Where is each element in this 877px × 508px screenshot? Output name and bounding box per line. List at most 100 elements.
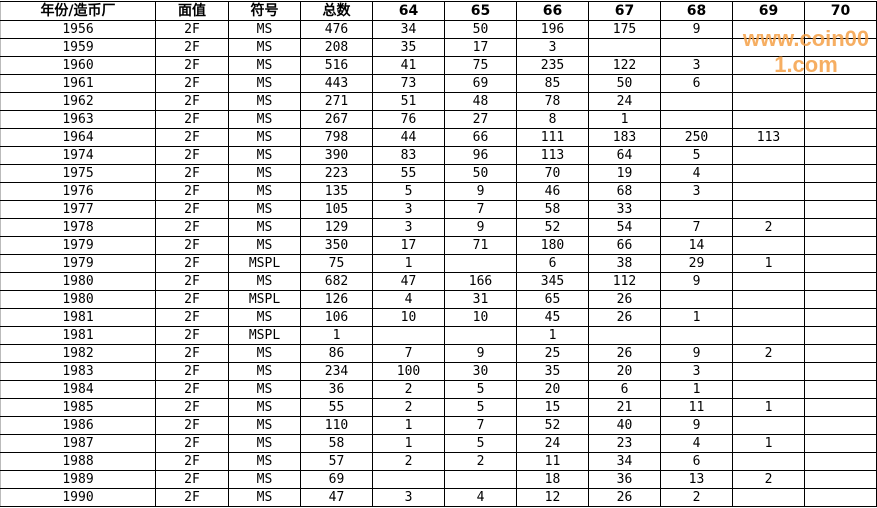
table-cell[interactable]: 57 bbox=[300, 452, 373, 471]
table-cell[interactable]: 10 bbox=[372, 308, 445, 327]
table-cell[interactable]: 2F bbox=[155, 380, 229, 399]
table-cell[interactable]: MS bbox=[228, 344, 301, 363]
table-cell[interactable]: 9 bbox=[660, 20, 733, 39]
table-cell[interactable] bbox=[588, 326, 661, 345]
table-cell[interactable] bbox=[660, 92, 733, 111]
table-cell[interactable]: 1976 bbox=[0, 182, 156, 201]
table-cell[interactable]: 6 bbox=[516, 254, 589, 273]
table-cell[interactable] bbox=[804, 110, 877, 129]
table-cell[interactable]: 9 bbox=[660, 272, 733, 291]
table-cell[interactable]: 1 bbox=[732, 254, 805, 273]
table-cell[interactable]: 5 bbox=[444, 380, 517, 399]
table-cell[interactable]: 64 bbox=[588, 146, 661, 165]
table-cell[interactable]: 52 bbox=[516, 218, 589, 237]
table-cell[interactable]: 350 bbox=[300, 236, 373, 255]
table-cell[interactable]: 50 bbox=[588, 74, 661, 93]
table-cell[interactable]: 1 bbox=[660, 308, 733, 327]
table-cell[interactable] bbox=[732, 146, 805, 165]
table-cell[interactable]: MS bbox=[228, 92, 301, 111]
table-cell[interactable]: 4 bbox=[660, 434, 733, 453]
table-cell[interactable]: 110 bbox=[300, 416, 373, 435]
table-cell[interactable]: 58 bbox=[516, 200, 589, 219]
table-cell[interactable]: 17 bbox=[372, 236, 445, 255]
table-cell[interactable]: 2F bbox=[155, 20, 229, 39]
table-cell[interactable]: 129 bbox=[300, 218, 373, 237]
table-cell[interactable] bbox=[732, 308, 805, 327]
table-cell[interactable]: 2F bbox=[155, 236, 229, 255]
table-cell[interactable] bbox=[804, 308, 877, 327]
table-cell[interactable]: 106 bbox=[300, 308, 373, 327]
table-cell[interactable]: 7 bbox=[660, 218, 733, 237]
table-cell[interactable]: MS bbox=[228, 398, 301, 417]
table-cell[interactable]: 47 bbox=[300, 488, 373, 507]
table-cell[interactable] bbox=[660, 290, 733, 309]
table-cell[interactable]: 83 bbox=[372, 146, 445, 165]
table-cell[interactable]: 44 bbox=[372, 128, 445, 147]
table-cell[interactable]: 112 bbox=[588, 272, 661, 291]
table-cell[interactable]: 7 bbox=[372, 344, 445, 363]
table-cell[interactable]: MS bbox=[228, 272, 301, 291]
table-cell[interactable]: MS bbox=[228, 182, 301, 201]
table-cell[interactable]: 36 bbox=[588, 470, 661, 489]
table-cell[interactable] bbox=[804, 254, 877, 273]
table-cell[interactable]: 24 bbox=[588, 92, 661, 111]
table-cell[interactable]: 250 bbox=[660, 128, 733, 147]
table-cell[interactable]: 2F bbox=[155, 398, 229, 417]
table-cell[interactable]: 2 bbox=[372, 452, 445, 471]
table-cell[interactable]: 9 bbox=[660, 344, 733, 363]
table-cell[interactable]: 113 bbox=[732, 128, 805, 147]
table-cell[interactable]: 9 bbox=[660, 416, 733, 435]
table-cell[interactable]: 2 bbox=[372, 398, 445, 417]
table-cell[interactable]: 798 bbox=[300, 128, 373, 147]
table-cell[interactable] bbox=[804, 236, 877, 255]
table-cell[interactable]: 27 bbox=[444, 110, 517, 129]
table-cell[interactable]: 9 bbox=[444, 218, 517, 237]
table-cell[interactable]: 1 bbox=[588, 110, 661, 129]
table-cell[interactable]: 34 bbox=[588, 452, 661, 471]
table-cell[interactable]: 2 bbox=[732, 344, 805, 363]
table-cell[interactable]: MS bbox=[228, 308, 301, 327]
table-cell[interactable]: 20 bbox=[588, 362, 661, 381]
table-cell[interactable] bbox=[804, 128, 877, 147]
table-cell[interactable]: 76 bbox=[372, 110, 445, 129]
table-cell[interactable]: 14 bbox=[660, 236, 733, 255]
table-cell[interactable] bbox=[804, 218, 877, 237]
table-cell[interactable]: 11 bbox=[660, 398, 733, 417]
table-cell[interactable] bbox=[732, 326, 805, 345]
table-cell[interactable] bbox=[444, 470, 517, 489]
table-cell[interactable]: 235 bbox=[516, 56, 589, 75]
table-cell[interactable]: 65 bbox=[516, 290, 589, 309]
table-cell[interactable] bbox=[804, 434, 877, 453]
table-cell[interactable]: 1 bbox=[372, 416, 445, 435]
table-cell[interactable] bbox=[804, 164, 877, 183]
table-cell[interactable] bbox=[588, 38, 661, 57]
table-cell[interactable]: 1 bbox=[372, 254, 445, 273]
table-cell[interactable]: 1 bbox=[300, 326, 373, 345]
table-cell[interactable]: 35 bbox=[372, 38, 445, 57]
table-cell[interactable] bbox=[732, 488, 805, 507]
table-cell[interactable]: 47 bbox=[372, 272, 445, 291]
table-cell[interactable]: 40 bbox=[588, 416, 661, 435]
table-cell[interactable] bbox=[732, 182, 805, 201]
table-cell[interactable]: 2F bbox=[155, 362, 229, 381]
table-cell[interactable]: 38 bbox=[588, 254, 661, 273]
table-cell[interactable]: 1989 bbox=[0, 470, 156, 489]
table-cell[interactable]: 78 bbox=[516, 92, 589, 111]
table-cell[interactable]: 2F bbox=[155, 416, 229, 435]
table-cell[interactable]: 5 bbox=[444, 434, 517, 453]
table-cell[interactable]: 2F bbox=[155, 128, 229, 147]
table-cell[interactable]: 2F bbox=[155, 200, 229, 219]
table-cell[interactable]: 23 bbox=[588, 434, 661, 453]
table-cell[interactable]: 66 bbox=[444, 128, 517, 147]
table-cell[interactable]: MS bbox=[228, 38, 301, 57]
table-cell[interactable]: 196 bbox=[516, 20, 589, 39]
table-cell[interactable]: 3 bbox=[660, 182, 733, 201]
table-cell[interactable]: 1 bbox=[732, 434, 805, 453]
table-cell[interactable]: MS bbox=[228, 452, 301, 471]
table-cell[interactable]: 1 bbox=[660, 380, 733, 399]
table-cell[interactable] bbox=[660, 38, 733, 57]
table-cell[interactable]: MS bbox=[228, 128, 301, 147]
table-cell[interactable]: 18 bbox=[516, 470, 589, 489]
table-cell[interactable]: 58 bbox=[300, 434, 373, 453]
table-cell[interactable]: 1983 bbox=[0, 362, 156, 381]
